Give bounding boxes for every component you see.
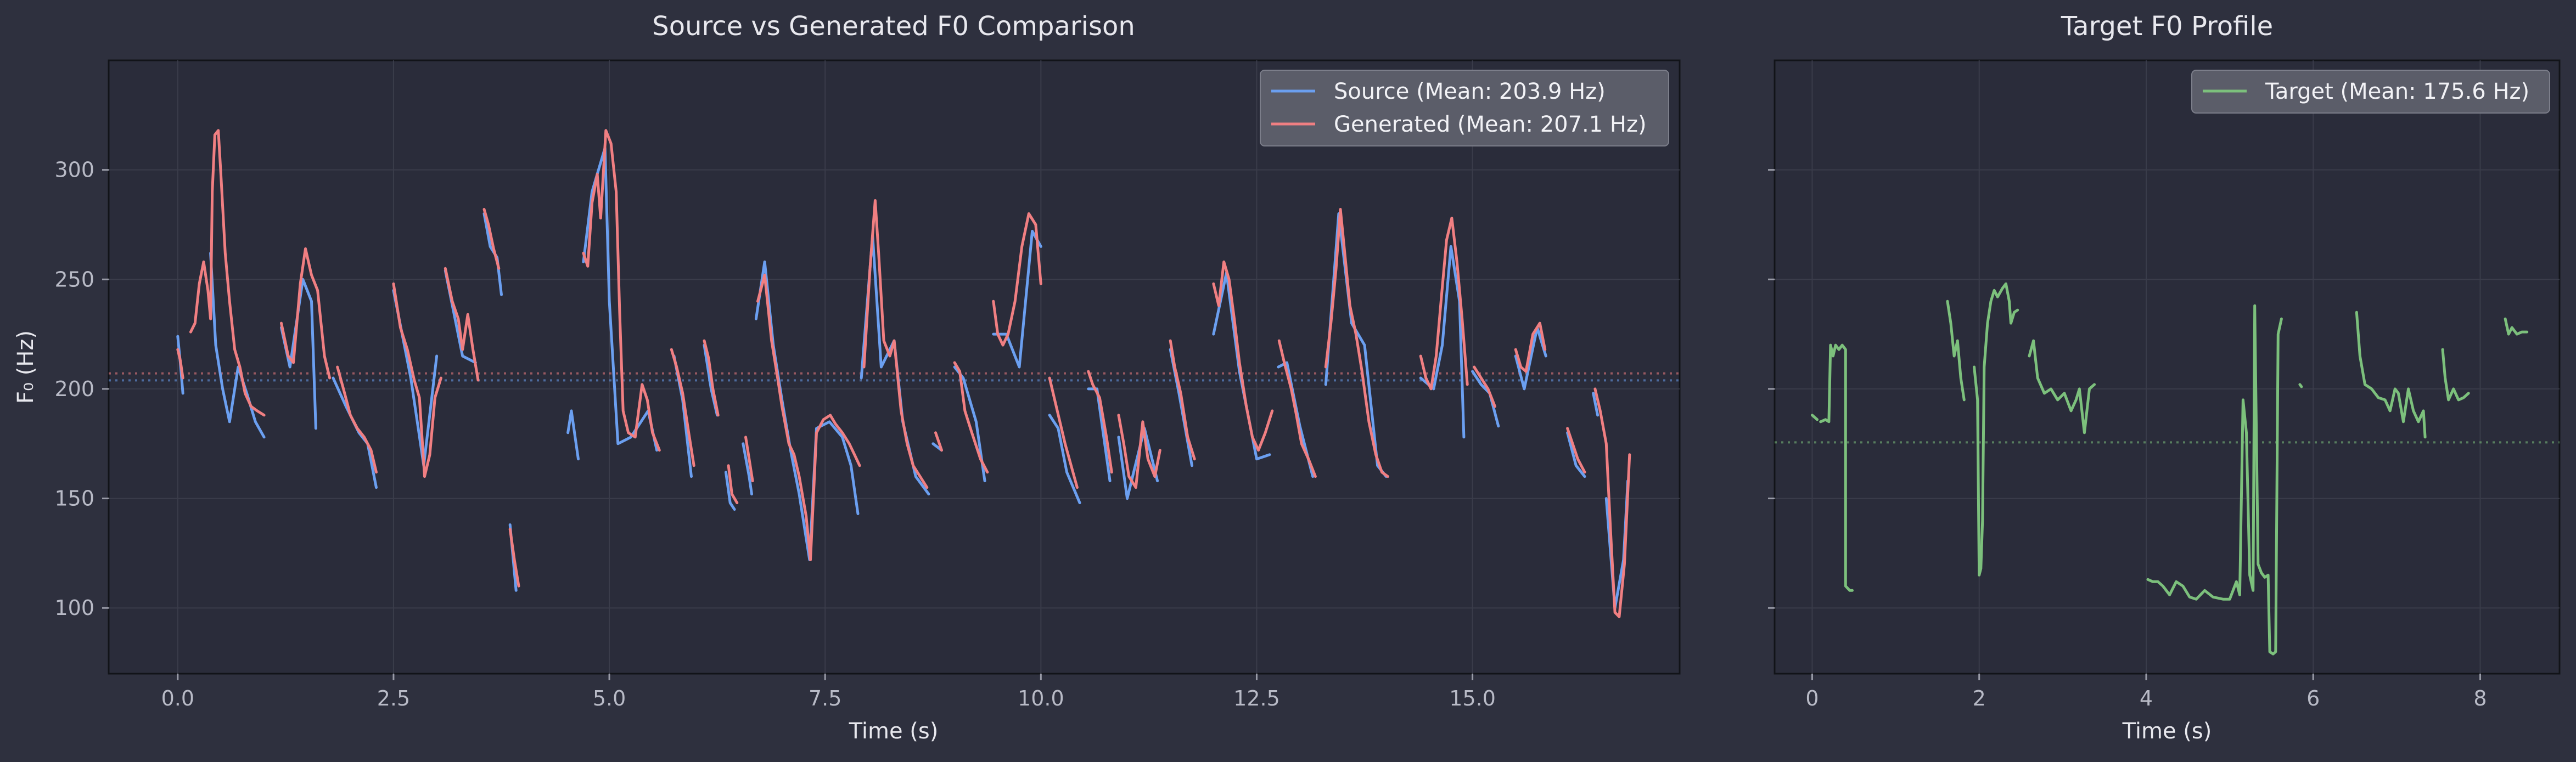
right-plot-area [1774,59,2561,675]
left-x-tick-label: 0.0 [161,686,194,710]
series-line-segment [336,365,378,474]
right-x-tick-label: 0 [1805,686,1819,710]
series-line-segment [1117,427,1159,500]
y-tick-label: 200 [54,377,94,401]
legend-label-generated: Generated (Mean: 207.1 Hz) [1334,112,1647,137]
right-series-0 [1811,282,2529,656]
right-legend-box [2191,70,2550,114]
series-line-segment [1212,260,1274,452]
series-line-segment [2298,383,2303,388]
left-x-tick-label: 12.5 [1233,686,1280,710]
series-line-segment [724,471,736,511]
left-series-layer [176,129,1631,618]
right-x-tick-label: 6 [2306,686,2320,710]
left-x-tick-label: 15.0 [1449,686,1496,710]
series-line-segment [1324,208,1389,478]
series-line-segment [2028,339,2096,434]
source-generated-panel: Source vs Generated F0 Comparison 0.0 2.5… [13,11,1681,744]
left-x-tick-label: 10.0 [1018,686,1064,710]
y-tick-label: 300 [54,158,94,182]
left-x-tick-label: 7.5 [809,686,841,710]
right-x-axis-ticks: 0 2 4 6 8 [1805,674,2487,710]
right-y-axis-tickmarks [1768,169,1775,609]
series-line-segment [2504,317,2529,336]
series-line-segment [703,339,720,417]
series-line-segment [756,273,861,561]
left-x-axis-label: Time (s) [849,719,939,744]
series-line-segment [1169,339,1196,461]
left-plot-area [108,59,1681,675]
series-line-segment [862,199,929,489]
series-line-segment [1946,300,1966,402]
series-line-segment [1419,217,1469,391]
legend-label-target: Target (Mean: 175.6 Hz) [2265,79,2529,104]
left-legend-box [1260,70,1669,146]
y-tick-label: 250 [54,267,94,291]
right-chart-title: Target F0 Profile [2061,11,2273,42]
series-line-segment [189,129,266,417]
series-line-segment [670,348,695,467]
series-line-segment [1048,376,1079,489]
series-line-segment [1973,282,2019,577]
series-line-segment [1087,387,1112,483]
y-tick-label: 150 [54,487,94,511]
series-line-segment [934,431,943,452]
series-line-segment [566,409,580,461]
series-line-segment [1087,370,1113,474]
series-line-segment [482,208,501,270]
series-line-segment [1566,427,1586,474]
series-line-segment [727,464,739,505]
right-series-layer [1811,282,2529,656]
y-axis-label: F₀ (Hz) [13,330,38,404]
series-line-segment [1471,370,1500,428]
series-line-segment [992,229,1042,369]
left-chart-title: Source vs Generated F0 Comparison [652,11,1135,42]
left-x-tick-label: 2.5 [377,686,410,710]
left-x-axis-ticks: 0.0 2.5 5.0 7.5 10.0 12.5 15.0 [161,674,1496,710]
target-panel: Target F0 Profile 0 2 4 6 8 Time (s) Target … [1768,11,2561,744]
series-line-segment [953,361,989,474]
series-line-segment [332,376,378,489]
series-line-segment [2146,304,2283,656]
right-x-axis-label: Time (s) [2122,719,2212,744]
series-line-segment [1566,431,1586,478]
series-line-segment [2355,311,2427,439]
series-line-segment [392,282,442,478]
left-mean-lines [109,372,1680,382]
series-line-segment [1593,387,1631,618]
series-line-segment [1514,321,1547,373]
series-line-segment [508,528,520,588]
right-x-tick-label: 2 [1973,686,1986,710]
series-line-segment [742,442,753,496]
series-line-segment [1592,392,1600,417]
right-legend: Target (Mean: 175.6 Hz) [2191,70,2550,114]
right-x-tick-label: 4 [2140,686,2153,710]
series-line-segment [2441,348,2470,402]
series-line-segment [1811,414,1819,421]
y-tick-label: 100 [54,596,94,620]
series-line-segment [582,129,661,452]
series-line-segment [176,348,184,380]
left-grid [109,60,1680,674]
series-line-segment [209,251,266,439]
series-line-segment [1473,365,1496,408]
series-line-segment [1277,339,1317,478]
series-line-segment [1819,343,1854,592]
series-line-segment [1117,414,1161,489]
left-y-axis-ticks: 100 150 200 250 300 [54,158,109,620]
series-line-segment [1048,414,1081,505]
right-x-tick-label: 8 [2473,686,2487,710]
series-line-segment [280,247,332,380]
legend-label-source: Source (Mean: 203.9 Hz) [1334,79,1606,104]
series-line-segment [1514,326,1547,391]
series-line-segment [992,212,1042,347]
left-legend: Source (Mean: 203.9 Hz) Generated (Mean:… [1260,70,1669,146]
left-x-tick-label: 5.0 [593,686,626,710]
series-line-segment [744,436,754,483]
series-line-segment [444,267,480,382]
left-series-1 [176,129,1631,618]
